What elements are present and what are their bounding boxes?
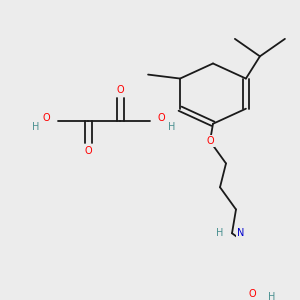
Text: O: O [158, 113, 166, 123]
Text: H: H [168, 122, 176, 132]
Text: H: H [32, 122, 40, 132]
Text: O: O [42, 113, 50, 123]
Text: O: O [206, 136, 214, 146]
Text: H: H [268, 292, 275, 300]
Text: O: O [84, 146, 92, 156]
Text: H: H [216, 228, 223, 238]
Text: O: O [116, 85, 124, 95]
Text: N: N [237, 228, 244, 238]
Text: O: O [248, 289, 256, 298]
